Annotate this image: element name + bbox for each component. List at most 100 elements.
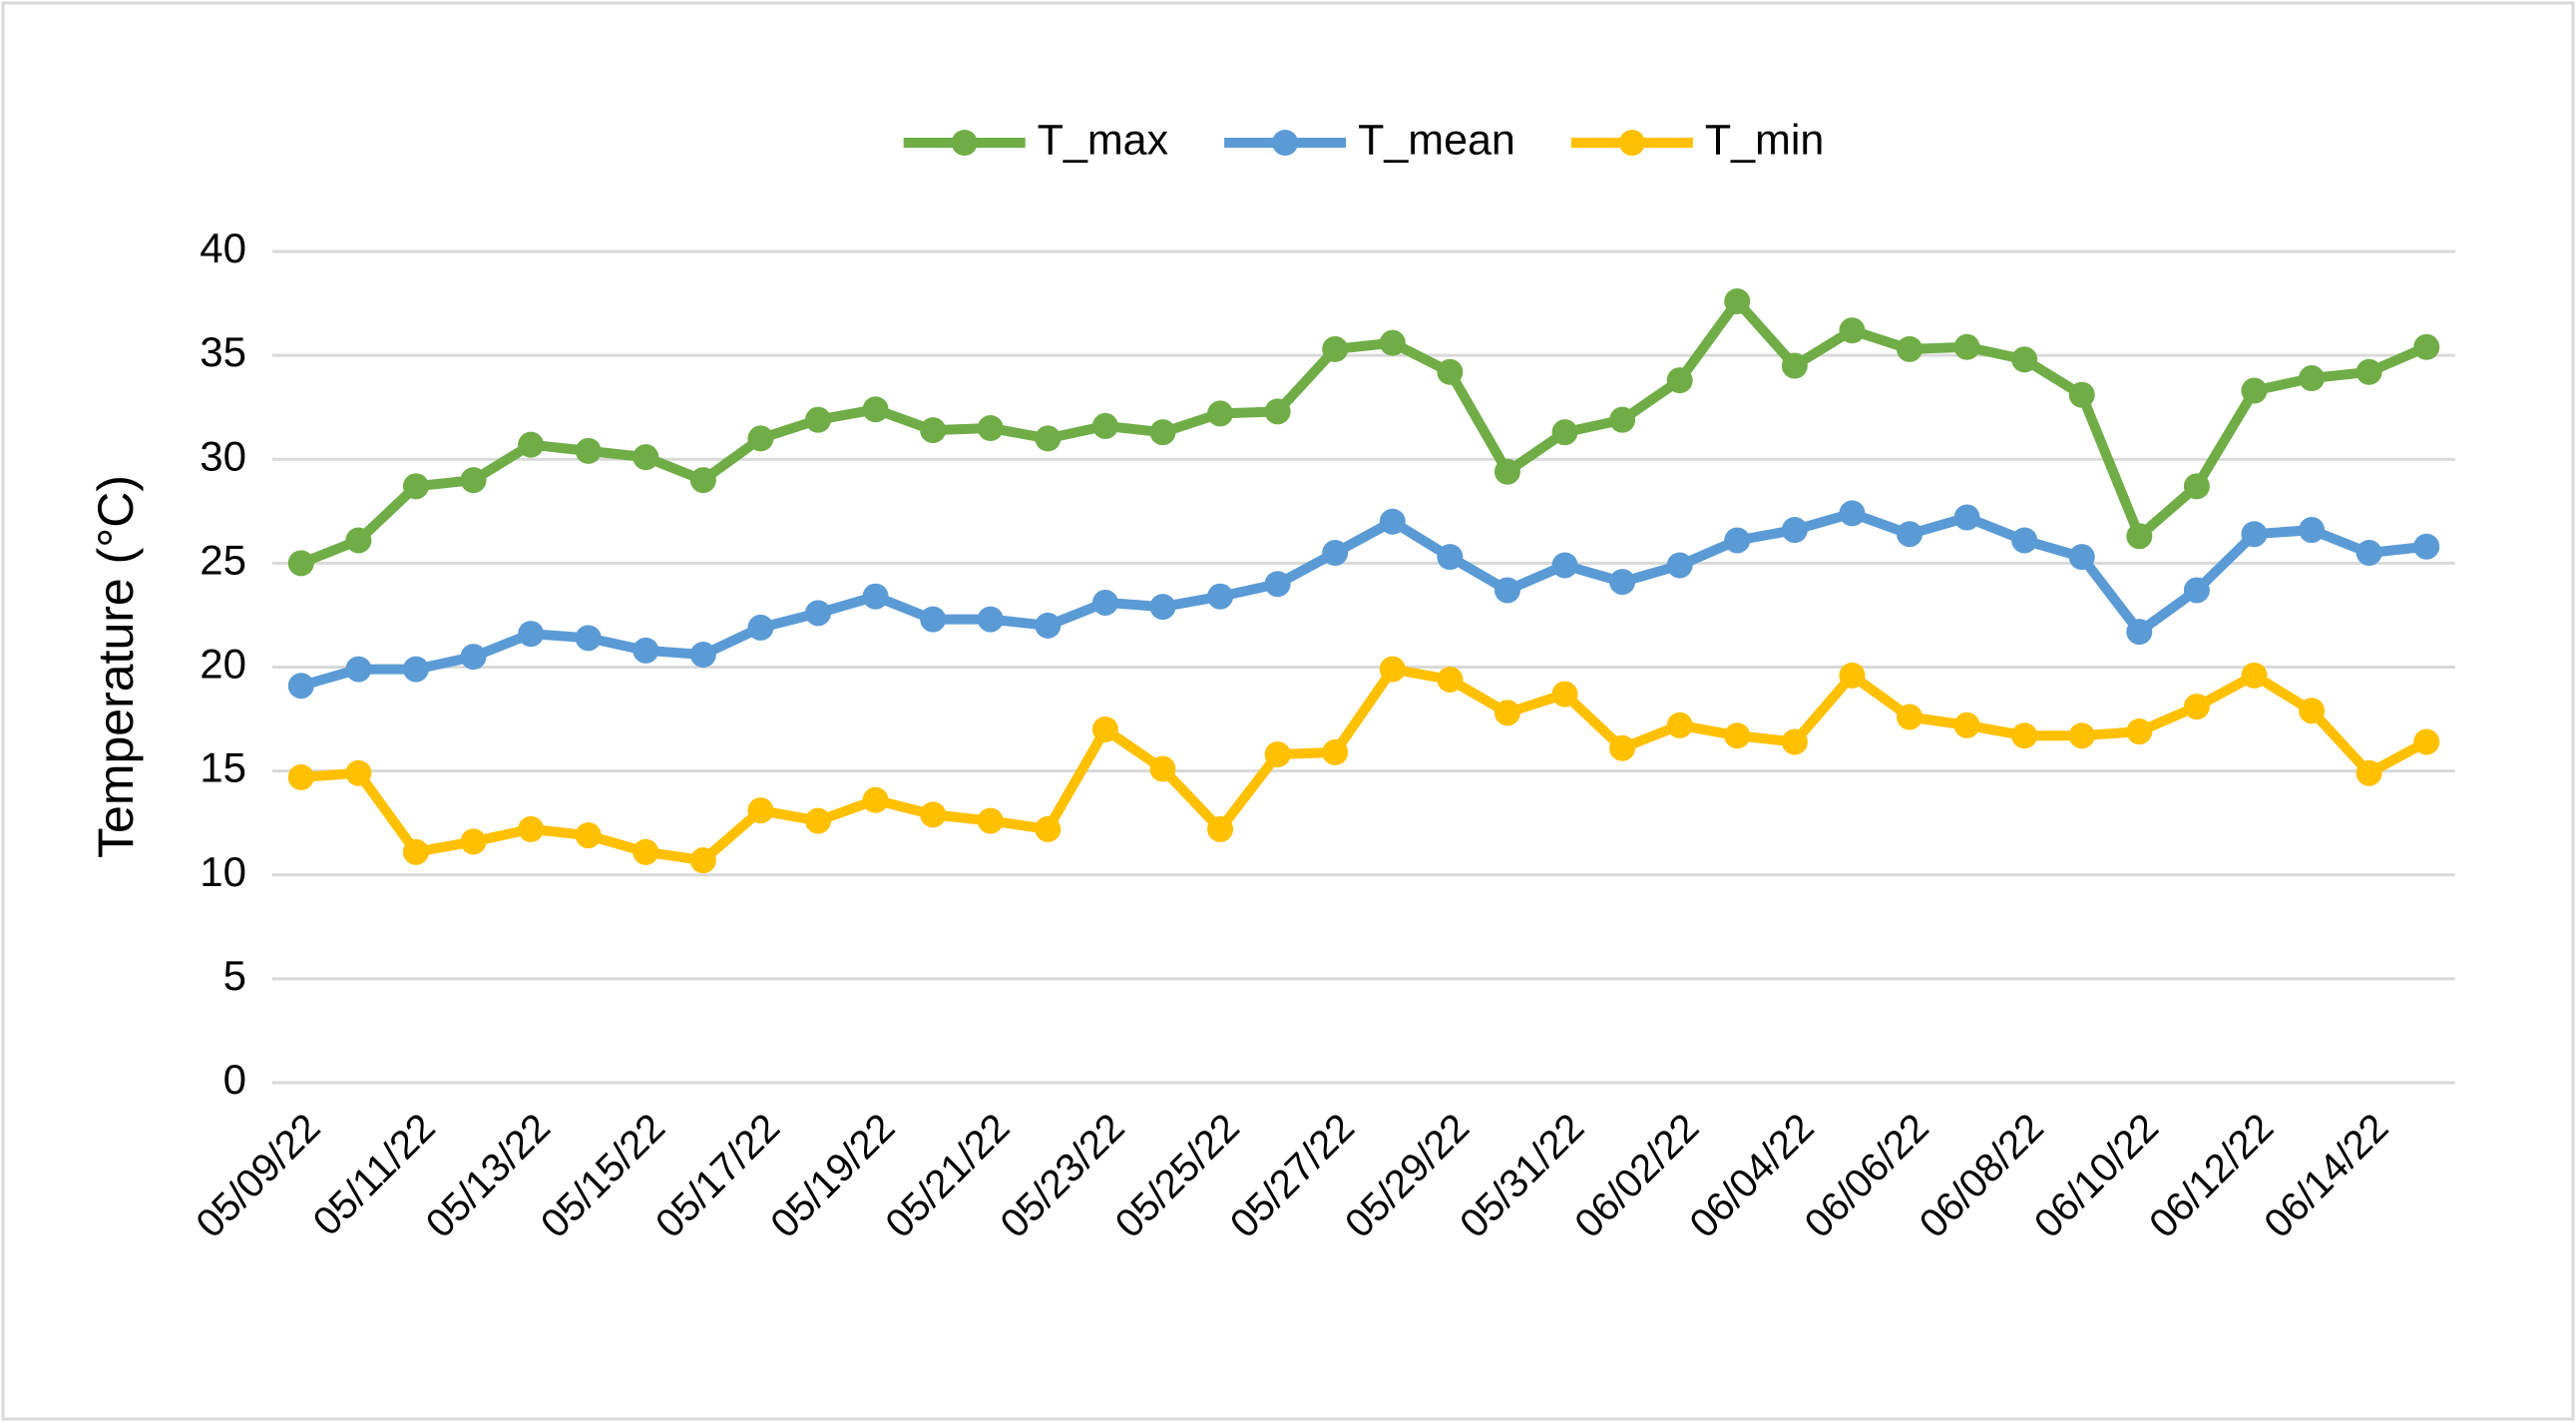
data-point (1724, 527, 1751, 554)
data-point (1897, 521, 1923, 548)
data-point (1437, 666, 1464, 693)
data-point (1494, 700, 1520, 726)
data-point (1551, 552, 1578, 579)
data-point (2241, 377, 2268, 404)
data-point (1207, 400, 1234, 427)
data-point (460, 644, 487, 671)
legend-item: T_min (1570, 116, 1824, 164)
data-point (402, 473, 429, 500)
data-point (2241, 662, 2268, 689)
data-point (1322, 335, 1349, 362)
data-point (633, 444, 659, 471)
data-point (1666, 711, 1693, 738)
y-tick-label: 30 (200, 432, 246, 479)
data-point (920, 417, 947, 444)
data-point (1609, 406, 1636, 433)
data-point (518, 815, 545, 842)
legend-label: T_max (1038, 116, 1169, 164)
data-point (1781, 517, 1808, 544)
data-point (1437, 544, 1464, 571)
data-point (862, 786, 889, 813)
legend-label: T_min (1705, 116, 1824, 164)
data-point (402, 656, 429, 683)
data-point (1264, 740, 1291, 767)
data-point (747, 614, 774, 641)
y-tick-label: 40 (200, 225, 246, 271)
data-point (402, 838, 429, 865)
data-point (1379, 329, 1406, 356)
data-point (1035, 612, 1062, 639)
legend-marker (951, 130, 978, 156)
data-point (805, 406, 831, 433)
data-point (1724, 287, 1751, 314)
data-point (862, 396, 889, 423)
data-point (2356, 358, 2382, 385)
data-point (977, 415, 1004, 442)
data-point (460, 828, 487, 855)
y-tick-label: 35 (200, 328, 246, 375)
data-point (1207, 583, 1234, 610)
data-point (1781, 728, 1808, 755)
data-point (689, 467, 716, 494)
y-tick-label: 0 (223, 1056, 246, 1103)
data-point (862, 583, 889, 610)
data-point (2299, 698, 2326, 724)
data-point (747, 425, 774, 452)
data-point (1551, 419, 1578, 446)
data-point (633, 838, 659, 865)
data-point (747, 797, 774, 824)
y-tick-label: 10 (200, 848, 246, 895)
data-point (2183, 473, 2210, 500)
y-axis-title: Temperature (°C) (88, 475, 144, 858)
y-tick-label: 5 (223, 952, 246, 999)
data-point (1953, 711, 1980, 738)
data-point (1149, 419, 1176, 446)
data-point (2126, 523, 2153, 550)
data-point (575, 437, 602, 464)
data-point (1494, 577, 1520, 604)
data-point (1379, 508, 1406, 535)
data-point (1953, 333, 1980, 360)
data-point (1091, 412, 1118, 439)
data-point (2183, 694, 2210, 720)
data-point (575, 625, 602, 652)
data-point (689, 847, 716, 874)
data-point (2299, 517, 2326, 544)
data-point (1953, 504, 1980, 531)
data-point (1781, 352, 1808, 379)
data-point (2356, 759, 2382, 786)
data-point (345, 759, 372, 786)
legend-item: T_max (903, 116, 1169, 164)
data-point (1091, 589, 1118, 616)
data-point (1035, 425, 1062, 452)
data-point (1897, 704, 1923, 730)
data-point (2011, 346, 2038, 373)
data-point (1551, 681, 1578, 708)
data-point (633, 637, 659, 664)
data-point (1609, 734, 1636, 761)
data-point (1322, 539, 1349, 566)
data-point (1035, 815, 1062, 842)
data-point (1149, 594, 1176, 621)
data-point (920, 801, 947, 828)
data-point (345, 656, 372, 683)
data-point (920, 606, 947, 633)
legend: T_max T_mean T_min (903, 116, 1824, 164)
data-point (977, 807, 1004, 834)
legend-marker (1272, 130, 1299, 156)
data-point (1091, 715, 1118, 742)
data-point (2068, 544, 2095, 571)
data-point (1494, 458, 1520, 485)
legend-label: T_mean (1358, 116, 1515, 164)
data-point (1897, 335, 1923, 362)
data-point (518, 431, 545, 458)
data-point (575, 822, 602, 849)
data-point (1437, 358, 1464, 385)
data-point (1839, 500, 1866, 527)
y-tick-label: 15 (200, 744, 246, 791)
y-tick-label: 20 (200, 641, 246, 688)
data-point (1322, 738, 1349, 765)
data-point (460, 467, 487, 494)
